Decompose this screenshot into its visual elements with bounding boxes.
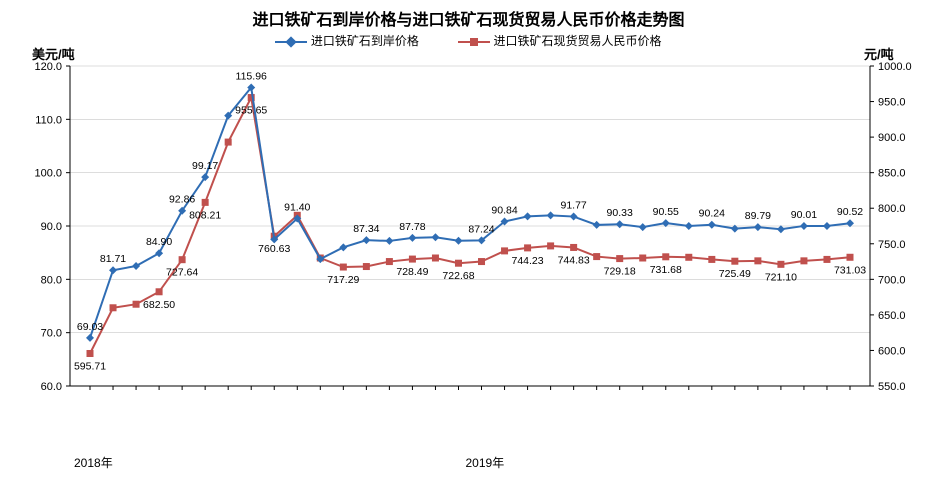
svg-text:87.24: 87.24 <box>468 223 494 235</box>
svg-text:744.83: 744.83 <box>558 254 590 266</box>
svg-text:90.33: 90.33 <box>607 207 633 219</box>
svg-text:90.0: 90.0 <box>41 221 62 233</box>
svg-text:90.24: 90.24 <box>699 208 725 220</box>
svg-text:99.17: 99.17 <box>192 160 218 172</box>
svg-text:87.78: 87.78 <box>399 221 425 233</box>
legend: 进口铁矿石到岸价格 进口铁矿石现货贸易人民币价格 <box>0 32 937 49</box>
svg-text:955.65: 955.65 <box>235 105 267 117</box>
svg-text:808.21: 808.21 <box>189 209 221 221</box>
plot-area: 60.070.080.090.0100.0110.0120.0550.0600.… <box>70 66 870 386</box>
svg-text:728.49: 728.49 <box>396 266 428 278</box>
svg-text:100.0: 100.0 <box>34 168 62 180</box>
svg-text:90.01: 90.01 <box>791 209 817 221</box>
svg-text:650.0: 650.0 <box>878 310 906 322</box>
svg-text:722.68: 722.68 <box>442 270 474 282</box>
svg-text:90.84: 90.84 <box>491 205 517 217</box>
legend-label-2: 进口铁矿石现货贸易人民币价格 <box>494 34 662 48</box>
svg-text:69.03: 69.03 <box>77 321 103 333</box>
svg-text:92.86: 92.86 <box>169 194 195 206</box>
svg-text:721.10: 721.10 <box>765 271 797 283</box>
svg-text:91.77: 91.77 <box>560 200 586 212</box>
svg-text:600.0: 600.0 <box>878 345 906 357</box>
svg-text:731.03: 731.03 <box>834 264 866 276</box>
svg-text:90.52: 90.52 <box>837 206 863 218</box>
svg-text:682.50: 682.50 <box>143 299 175 311</box>
svg-text:110.0: 110.0 <box>35 114 62 126</box>
chart-title: 进口铁矿石到岸价格与进口铁矿石现货贸易人民币价格走势图 <box>0 0 937 30</box>
svg-text:717.29: 717.29 <box>327 274 359 286</box>
svg-text:700.0: 700.0 <box>878 274 906 286</box>
svg-text:750.0: 750.0 <box>878 239 906 251</box>
svg-text:80.0: 80.0 <box>41 274 62 286</box>
year-label-2018: 2018年 <box>74 454 113 471</box>
svg-text:595.71: 595.71 <box>74 360 106 372</box>
svg-text:550.0: 550.0 <box>878 381 906 393</box>
svg-text:87.34: 87.34 <box>353 223 379 235</box>
svg-text:900.0: 900.0 <box>878 132 906 144</box>
svg-text:950.0: 950.0 <box>878 97 906 109</box>
svg-text:91.40: 91.40 <box>284 202 310 214</box>
legend-item-1: 进口铁矿石到岸价格 <box>275 32 418 49</box>
legend-label-1: 进口铁矿石到岸价格 <box>311 34 419 48</box>
svg-text:120.0: 120.0 <box>34 61 62 73</box>
legend-line-2 <box>458 41 490 43</box>
svg-text:800.0: 800.0 <box>878 203 906 215</box>
svg-text:725.49: 725.49 <box>719 268 751 280</box>
svg-text:760.63: 760.63 <box>258 243 290 255</box>
svg-text:729.18: 729.18 <box>604 266 636 278</box>
svg-text:115.96: 115.96 <box>236 71 267 83</box>
svg-text:850.0: 850.0 <box>878 168 906 180</box>
legend-line-1 <box>275 41 307 43</box>
svg-text:727.64: 727.64 <box>166 267 198 279</box>
svg-text:60.0: 60.0 <box>41 381 62 393</box>
legend-item-2: 进口铁矿石现货贸易人民币价格 <box>458 32 661 49</box>
year-label-2019: 2019年 <box>466 454 505 471</box>
svg-text:744.23: 744.23 <box>512 255 544 267</box>
svg-text:731.68: 731.68 <box>650 264 682 276</box>
chart-container: 进口铁矿石到岸价格与进口铁矿石现货贸易人民币价格走势图 进口铁矿石到岸价格 进口… <box>0 0 937 503</box>
svg-text:81.71: 81.71 <box>100 253 126 265</box>
svg-text:89.79: 89.79 <box>745 210 771 222</box>
svg-text:70.0: 70.0 <box>41 328 62 340</box>
svg-text:1000.0: 1000.0 <box>878 61 912 73</box>
svg-text:90.55: 90.55 <box>653 206 679 218</box>
svg-text:84.90: 84.90 <box>146 236 172 248</box>
